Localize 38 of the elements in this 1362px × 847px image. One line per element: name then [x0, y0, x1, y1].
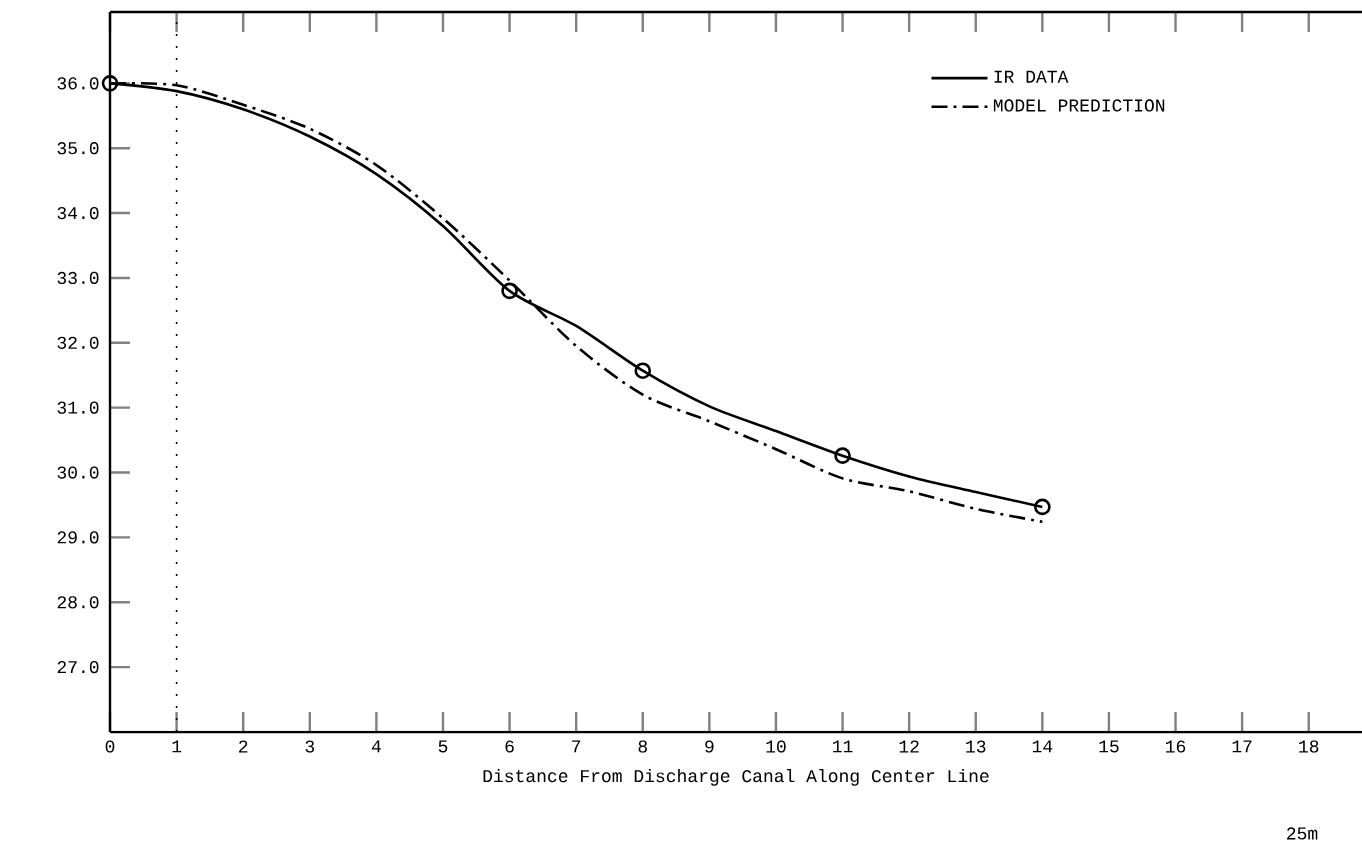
- y-tick-label: 29.0: [57, 531, 99, 544]
- x-tick-label: 7: [572, 740, 581, 753]
- x-tick-label: 18: [1299, 740, 1319, 753]
- x-tick-label: 3: [305, 740, 315, 753]
- x-tick-label: 9: [705, 740, 714, 753]
- legend-label: MODEL PREDICTION: [993, 99, 1165, 112]
- point: [634, 362, 652, 379]
- y-tick-label: 30.0: [57, 466, 99, 479]
- x-tick-label: 6: [505, 740, 514, 753]
- y-tick-label: 34.0: [57, 206, 99, 220]
- x-tick-label: 1: [172, 740, 182, 753]
- x-tick-label: 15: [1099, 740, 1119, 753]
- x-tick-label: 13: [966, 740, 986, 753]
- text: 25m: [1287, 827, 1318, 840]
- x-tick-label: 5: [438, 740, 448, 753]
- point: [501, 282, 518, 300]
- x-tick-label: 10: [766, 740, 786, 753]
- x-tick-label: 8: [638, 740, 647, 753]
- y-tick-label: 36.0: [57, 77, 99, 90]
- x-tick-label: 12: [899, 740, 919, 753]
- x-tick-label: 16: [1166, 740, 1186, 753]
- legend-label: IR DATA: [994, 70, 1069, 83]
- x-axis-title: Distance From Discharge Canal Along Center Line: [483, 769, 989, 786]
- y-tick-label: 33.0: [57, 271, 99, 285]
- x-tick-label: 17: [1232, 740, 1252, 753]
- point: [101, 75, 119, 92]
- point: [834, 447, 851, 464]
- x-tick-label: 4: [371, 740, 381, 753]
- y-tick-label: 32.0: [57, 336, 99, 349]
- x-tick-label: 2: [239, 740, 248, 753]
- y-tick-label: 28.0: [57, 596, 99, 609]
- point: [1034, 498, 1051, 516]
- y-tick-label: 27.0: [57, 661, 99, 674]
- x-tick-label: 0: [105, 740, 115, 753]
- y-tick-label: 35.0: [57, 142, 99, 155]
- x-tick-label: 11: [833, 740, 853, 753]
- y-tick-label: 31.0: [57, 401, 99, 414]
- x-tick-label: 14: [1032, 740, 1053, 753]
